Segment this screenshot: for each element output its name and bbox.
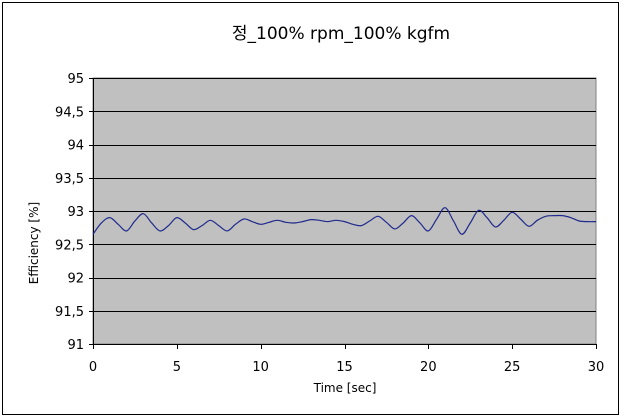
series-line-0 [92,207,597,235]
chart-title: 정_100% rpm_100% kgfm [232,24,450,44]
x-tick-label: 5 [173,360,181,375]
x-tick-label: 0 [89,360,97,375]
y-tick-label: 92 [67,272,84,287]
x-tick-label: 25 [504,360,521,375]
x-tick-labels: 0 5 10 15 20 25 30 [89,360,604,375]
x-tick-label: 30 [588,360,605,375]
x-axis-title: Time [sec] [313,381,377,395]
y-tick-label: 94 [67,139,84,154]
y-tick-label: 95 [67,72,84,87]
series-layer [92,207,597,235]
x-tick-label: 15 [336,360,353,375]
x-tick-label: 10 [252,360,269,375]
y-tick-label: 91,5 [55,305,84,320]
gridlines [93,78,596,312]
y-tick-labels: 91 91,5 92 92,5 93 93,5 94 94,5 95 [55,72,84,353]
y-tick-label: 94,5 [55,105,84,120]
y-tick-label: 91 [67,338,84,353]
axes [89,78,597,349]
x-tick-label: 20 [420,360,437,375]
y-tick-label: 93,5 [55,172,84,187]
y-tick-label: 93 [67,205,84,220]
y-tick-label: 92,5 [55,238,84,253]
y-axis-title: Efficiency [%] [27,202,41,284]
